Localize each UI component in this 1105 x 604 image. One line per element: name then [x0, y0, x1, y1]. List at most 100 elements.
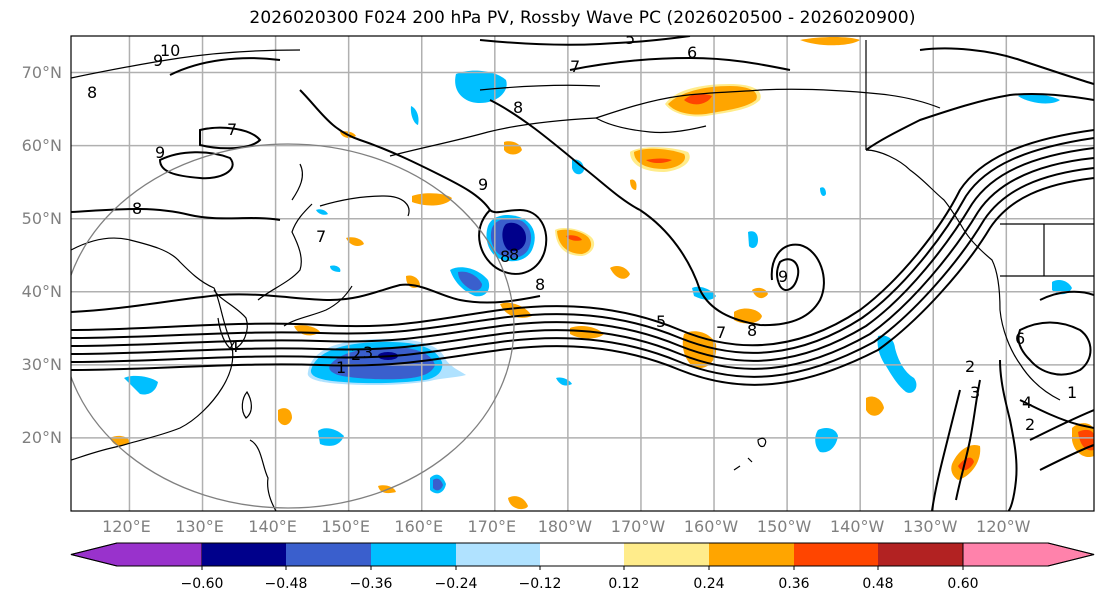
contour-label: 9: [153, 51, 163, 70]
colorbar-outline: [70, 542, 1095, 567]
contour-label: 7: [316, 227, 326, 246]
coastlines: [71, 40, 1094, 511]
contour-label: 9: [778, 267, 788, 286]
positive-anomaly-blob: [958, 457, 974, 471]
contour-label: 7: [227, 120, 237, 139]
negative-anomaly-blob: [455, 70, 507, 104]
colorbar-segment: [878, 543, 963, 566]
contour-label: 8: [535, 275, 545, 294]
negative-anomaly-blob: [316, 209, 328, 215]
longitude-label: 150°W: [756, 517, 812, 536]
contour-label: 8: [500, 247, 510, 266]
contour-label: 8: [747, 321, 757, 340]
map-title: 2026020300 F024 200 hPa PV, Rossby Wave …: [249, 8, 916, 28]
longitude-label: 180°W: [537, 517, 593, 536]
longitude-label: 120°E: [102, 517, 151, 536]
colorbar-tick-label: −0.12: [518, 576, 562, 592]
positive-anomaly-blob: [866, 396, 884, 416]
positive-anomaly-blob: [557, 229, 592, 254]
contour-label: 6: [687, 43, 697, 62]
colorbar-tick-label: 0.24: [693, 576, 725, 592]
positive-anomaly-blob: [278, 408, 292, 426]
longitude-label: 130°W: [903, 517, 958, 536]
longitude-label: 130°E: [175, 517, 224, 536]
contour-label: 8: [513, 98, 523, 117]
negative-anomaly-blob: [330, 265, 341, 272]
contour-label: 10: [160, 41, 180, 60]
contour-label: 5: [656, 312, 666, 331]
colorbar-segment: [202, 543, 286, 566]
contour-label: 8: [132, 199, 142, 218]
colorbar-segment: [456, 543, 540, 566]
contour-label: 2: [351, 345, 361, 364]
colorbar-segment: [371, 543, 456, 566]
colorbar-tick-label: −0.36: [349, 576, 393, 592]
contour-label: 7: [716, 323, 726, 342]
colorbar-extend-max: [962, 542, 1095, 567]
negative-anomaly-blob: [1018, 93, 1060, 104]
pv-contours: [71, 36, 1094, 511]
negative-anomaly-blob: [692, 286, 716, 300]
latitude-label: 50°N: [21, 208, 62, 228]
colorbar-tick-label: 0.36: [778, 576, 810, 592]
contour-label: 3: [363, 343, 373, 362]
contour-label: 3: [970, 383, 980, 402]
negative-anomaly-blob: [748, 231, 758, 248]
colorbar-tick-label: −0.24: [434, 576, 478, 592]
contour-label: 4: [229, 337, 239, 356]
colorbar-extend-min: [70, 542, 203, 567]
negative-anomaly-blob: [433, 478, 443, 491]
longitude-label: 140°E: [248, 517, 297, 536]
contour-label: 8: [87, 83, 97, 102]
colorbar-tick-label: 0.12: [608, 576, 640, 592]
colorbar-segment: [540, 543, 624, 566]
positive-anomaly-blob: [1078, 429, 1094, 451]
positive-anomaly-blob: [630, 179, 637, 190]
positive-anomaly-blob: [800, 37, 860, 46]
plot-background: [71, 36, 1094, 511]
colorbar-tick-label: 0.60: [947, 576, 979, 592]
positive-anomaly-blob: [500, 302, 532, 318]
negative-anomaly-blob: [820, 187, 826, 196]
positive-anomaly-blob: [346, 237, 364, 246]
positive-anomaly-blob: [566, 235, 582, 241]
latitude-label: 20°N: [21, 427, 62, 447]
contour-label: 6: [1015, 329, 1025, 348]
longitude-label: 170°E: [467, 517, 517, 536]
contour-label: 5: [625, 29, 635, 48]
longitude-label: 150°E: [321, 517, 370, 536]
contour-label: 2: [965, 357, 975, 376]
negative-anomaly-blob: [410, 106, 419, 125]
contour-label: 7: [570, 57, 580, 76]
positive-anomaly-blob: [646, 158, 672, 163]
colorbar-tick-label: 0.48: [862, 576, 894, 592]
positive-anomaly-blob: [752, 287, 768, 299]
longitude-label: 160°W: [683, 517, 739, 536]
latitude-label: 40°N: [21, 281, 62, 301]
longitude-label: 140°W: [829, 517, 885, 536]
contour-label: 9: [155, 143, 165, 162]
contour-label: 2: [1025, 415, 1035, 434]
negative-anomaly-blob: [124, 375, 158, 395]
colorbar: [70, 542, 1095, 570]
colorbar-segment: [709, 543, 794, 566]
colorbar-tick-label: −0.48: [264, 576, 308, 592]
radius-circle: [71, 143, 515, 509]
latitude-label: 30°N: [21, 354, 62, 374]
colorbar-segment: [794, 543, 878, 566]
contour-label: 1: [336, 358, 346, 377]
negative-anomaly-blob: [815, 428, 838, 453]
latitude-label: 70°N: [21, 62, 62, 82]
longitude-label: 160°E: [394, 517, 444, 536]
colorbar-segment: [286, 543, 371, 566]
positive-anomaly-blob: [684, 93, 712, 105]
positive-anomaly-blob: [508, 496, 528, 510]
negative-anomaly-blob: [1052, 280, 1072, 295]
latitude-label: 60°N: [21, 135, 62, 155]
colorbar-tick-label: −0.60: [180, 576, 224, 592]
negative-anomaly-blob: [572, 159, 584, 175]
longitude-label: 120°W: [976, 517, 1031, 536]
negative-anomaly-core: [502, 222, 526, 252]
